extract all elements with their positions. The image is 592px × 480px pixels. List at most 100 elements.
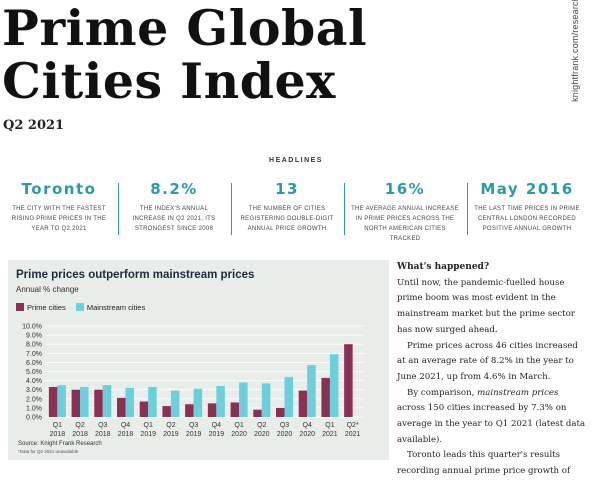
chart-title: Prime prices outperform mainstream price…: [16, 269, 255, 281]
x-tick-label: 2018: [95, 431, 111, 438]
bar-prime: [344, 344, 353, 417]
article-body: What's happened? Until now, the pandemic…: [397, 260, 589, 480]
bar-mainstream: [80, 386, 89, 417]
x-tick-label: 2019: [209, 431, 225, 438]
text-run: across 150 cities increased by 7.3% on a…: [397, 403, 586, 445]
headline-item: 8.2% THE INDEX'S ANNUAL INCREASE IN Q2 2…: [119, 180, 229, 242]
website-url[interactable]: knightfrank.com/research: [570, 0, 581, 102]
legend-swatch-prime: [16, 303, 24, 311]
y-tick-label: 0.0%: [26, 415, 42, 422]
bar-prime: [230, 402, 240, 417]
x-tick-label: 2019: [186, 431, 202, 438]
x-tick-label: 2019: [140, 431, 156, 438]
legend-swatch-mainstream: [75, 303, 84, 311]
emphasis: mainstream prices: [477, 387, 559, 398]
title-line-2: Cities Index: [2, 52, 336, 110]
legend-label: Prime cities: [27, 303, 66, 312]
headline-item: Toronto THE CITY WITH THE FASTEST RISING…: [2, 180, 116, 242]
y-tick-label: 3.0%: [26, 387, 42, 394]
bar-mainstream: [170, 390, 180, 417]
chart-source: Source: Knight Frank Research *Data for …: [18, 441, 102, 455]
bar-mainstream: [261, 383, 271, 417]
chart-panel: Prime prices outperform mainstream price…: [8, 260, 389, 460]
bar-mainstream: [57, 385, 66, 417]
x-tick-label: Q2: [166, 422, 175, 429]
x-tick-label: Q2*: [347, 422, 359, 429]
x-tick-label: Q3: [280, 422, 289, 429]
bar-mainstream: [307, 365, 316, 417]
article-paragraph: Until now, the pandemic-fuelled house pr…: [397, 277, 575, 335]
x-tick-label: 2018: [118, 431, 134, 438]
y-tick-label: 2.0%: [26, 396, 42, 403]
article-paragraph: Prime prices across 46 cities increased …: [397, 340, 578, 382]
source-note: *Data for Q2 2021 unavailable: [18, 449, 79, 454]
headline-description: THE NUMBER OF CITIES REGISTERING DOUBLE-…: [240, 206, 334, 232]
headline-item: 16% THE AVERAGE ANNUAL INCREASE IN PRIME…: [345, 180, 465, 242]
title-line-1: Prime Global: [2, 0, 368, 57]
divider: [118, 183, 119, 235]
y-tick-label: 6.0%: [26, 360, 42, 367]
article-paragraph: Toronto leads this quarter's results rec…: [397, 450, 571, 477]
x-tick-label: Q2: [257, 422, 266, 429]
text-run: By comparison,: [407, 387, 478, 398]
x-tick-label: 2021: [345, 431, 361, 438]
bar-prime: [117, 397, 126, 417]
legend-label: Mainstream cities: [86, 303, 146, 312]
headline-item: May 2016 THE LAST TIME PRICES IN PRIME C…: [468, 180, 586, 242]
bar-prime: [185, 404, 194, 417]
y-tick-label: 4.0%: [26, 378, 42, 385]
y-tick-label: 8.0%: [26, 342, 42, 349]
bar-prime: [321, 377, 330, 417]
x-tick-label: 2019: [163, 431, 179, 438]
headline-value: 13: [275, 180, 299, 198]
x-tick-label: Q1: [144, 422, 153, 429]
x-tick-label: 2020: [231, 431, 247, 438]
headline-item: 13 THE NUMBER OF CITIES REGISTERING DOUB…: [232, 180, 342, 242]
bar-mainstream: [193, 388, 203, 417]
x-tick-label: Q1: [325, 422, 334, 429]
y-tick-label: 7.0%: [26, 351, 42, 358]
x-tick-label: Q1: [234, 422, 243, 429]
bar-prime: [162, 406, 171, 417]
headline-value: Toronto: [21, 180, 97, 198]
bar-prime: [298, 390, 308, 417]
source-text: Source: Knight Frank Research: [18, 441, 102, 447]
divider: [467, 183, 468, 235]
bar-mainstream: [125, 387, 134, 417]
x-tick-label: 2021: [322, 431, 338, 438]
headlines-heading: HEADLINES: [269, 157, 323, 164]
headline-description: THE INDEX'S ANNUAL INCREASE IN Q2 2021, …: [132, 206, 216, 232]
chart-subtitle: Annual % change: [16, 285, 79, 294]
page-title: Prime Global Cities Index: [2, 2, 367, 108]
x-tick-label: 2018: [72, 431, 88, 438]
divider: [231, 183, 232, 235]
y-tick-label: 9.0%: [26, 333, 42, 340]
article-heading: What's happened?: [397, 262, 490, 272]
x-tick-label: 2020: [299, 431, 315, 438]
headline-value: 16%: [384, 180, 426, 198]
y-tick-label: 5.0%: [26, 369, 42, 376]
bar-prime: [207, 403, 217, 417]
bar-prime: [276, 407, 285, 417]
report-period: Q2 2021: [3, 118, 65, 133]
bar-mainstream: [239, 382, 248, 417]
x-tick-label: Q4: [303, 422, 312, 429]
bar-prime: [139, 401, 149, 417]
y-tick-label: 10.0%: [22, 324, 42, 331]
bar-prime: [71, 389, 81, 417]
headline-description: THE AVERAGE ANNUAL INCREASE IN PRIME PRI…: [351, 206, 459, 242]
bar-prime: [48, 386, 58, 417]
x-tick-label: 2020: [277, 431, 293, 438]
article-paragraph: By comparison, mainstream prices across …: [397, 386, 589, 449]
x-tick-label: Q3: [189, 422, 198, 429]
x-tick-label: Q4: [121, 422, 130, 429]
bar-mainstream: [102, 385, 112, 417]
headline-value: 8.2%: [150, 180, 198, 198]
legend-item-prime: Prime cities: [16, 303, 66, 312]
legend-item-mainstream: Mainstream cities: [75, 303, 146, 312]
x-tick-label: Q4: [212, 422, 221, 429]
bar-mainstream: [148, 386, 157, 417]
chart-legend: Prime cities Mainstream cities: [16, 303, 153, 312]
bar-prime: [253, 409, 262, 417]
headline-value: May 2016: [480, 180, 574, 198]
